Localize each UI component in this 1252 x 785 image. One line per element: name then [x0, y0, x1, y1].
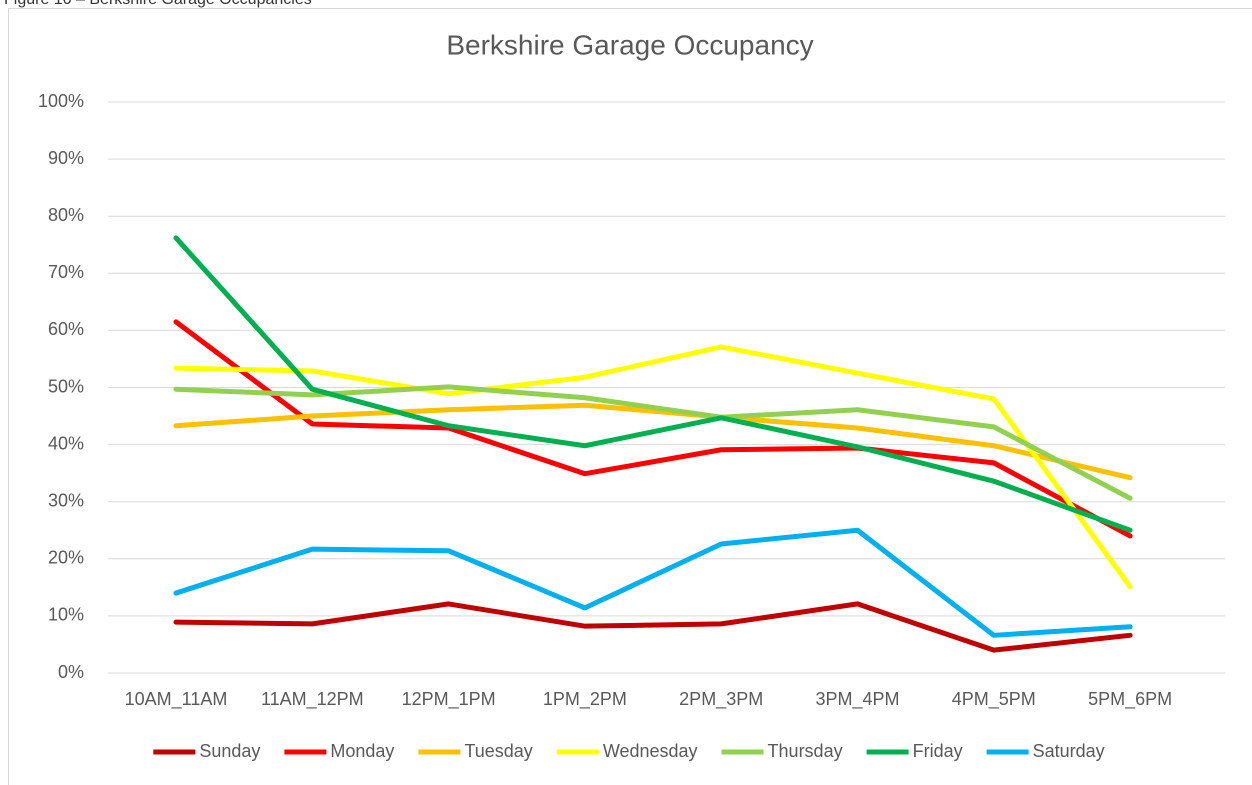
- x-tick-label: 3PM_4PM: [815, 689, 899, 710]
- y-tick-label: 90%: [48, 148, 84, 168]
- x-tick-label: 12PM_1PM: [402, 689, 496, 710]
- figure-caption: Figure 10 – Berkshire Garage Occupancies: [4, 0, 312, 8]
- x-tick-label: 2PM_3PM: [679, 689, 763, 710]
- y-tick-label: 10%: [48, 605, 84, 625]
- legend-label: Monday: [330, 741, 394, 761]
- y-tick-label: 50%: [48, 376, 84, 396]
- y-tick-label: 100%: [38, 91, 84, 111]
- y-tick-label: 0%: [58, 662, 84, 682]
- legend-label: Saturday: [1033, 741, 1105, 761]
- series-line: [173, 601, 1133, 653]
- legend-label: Sunday: [199, 741, 260, 761]
- y-tick-label: 40%: [48, 433, 84, 453]
- x-tick-label: 5PM_6PM: [1088, 689, 1172, 710]
- y-tick-label: 70%: [48, 262, 84, 282]
- x-tick-label: 4PM_5PM: [952, 689, 1036, 710]
- series-line: [173, 344, 1133, 590]
- legend-label: Friday: [913, 741, 963, 761]
- series-line: [173, 235, 1133, 533]
- legend-label: Wednesday: [603, 741, 698, 761]
- y-tick-label: 30%: [48, 490, 84, 510]
- series-line: [173, 527, 1133, 638]
- x-tick-label: 1PM_2PM: [543, 689, 627, 710]
- x-tick-label: 11AM_12PM: [261, 689, 364, 710]
- series-line: [173, 319, 1133, 539]
- y-tick-label: 80%: [48, 205, 84, 225]
- x-tick-label: 10AM_11AM: [125, 689, 228, 710]
- legend-label: Tuesday: [464, 741, 532, 761]
- legend-label: Thursday: [768, 741, 843, 761]
- y-tick-label: 20%: [48, 548, 84, 568]
- y-tick-label: 60%: [48, 319, 84, 339]
- chart-title: Berkshire Garage Occupancy: [446, 29, 813, 60]
- chart-border: [8, 8, 1252, 785]
- series-line: [173, 402, 1133, 481]
